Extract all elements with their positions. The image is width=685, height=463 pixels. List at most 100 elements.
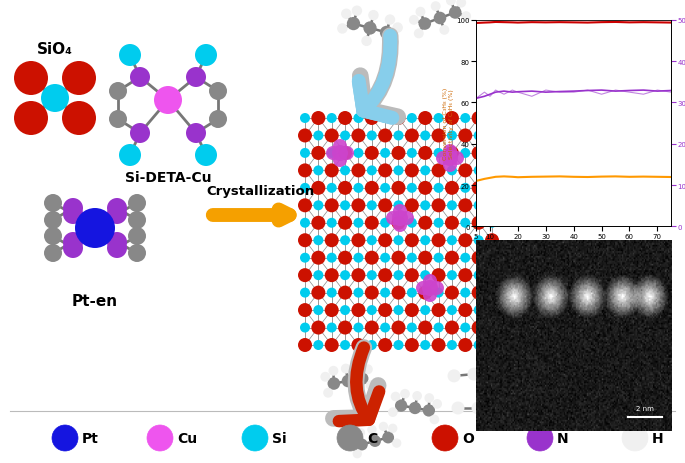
Circle shape	[458, 129, 472, 143]
Circle shape	[419, 18, 431, 31]
Circle shape	[487, 149, 497, 159]
Circle shape	[393, 201, 403, 211]
Circle shape	[487, 218, 497, 228]
Circle shape	[409, 402, 421, 414]
Circle shape	[393, 236, 403, 246]
Circle shape	[416, 8, 425, 18]
Circle shape	[458, 338, 472, 352]
Circle shape	[473, 201, 484, 211]
Circle shape	[393, 23, 403, 34]
Circle shape	[107, 205, 127, 225]
Circle shape	[460, 149, 471, 159]
Circle shape	[460, 288, 471, 298]
Circle shape	[445, 112, 459, 126]
Circle shape	[412, 391, 422, 401]
Circle shape	[434, 183, 444, 194]
Circle shape	[356, 428, 365, 438]
Circle shape	[327, 323, 337, 333]
Circle shape	[332, 146, 348, 162]
Circle shape	[434, 253, 444, 263]
Circle shape	[366, 306, 377, 315]
Circle shape	[434, 114, 444, 124]
Circle shape	[338, 321, 352, 335]
Circle shape	[333, 140, 347, 154]
Circle shape	[363, 364, 373, 375]
Circle shape	[472, 112, 486, 126]
Circle shape	[451, 401, 464, 414]
Circle shape	[351, 6, 362, 17]
Circle shape	[487, 114, 497, 124]
Circle shape	[432, 234, 445, 248]
Circle shape	[353, 323, 364, 333]
Circle shape	[458, 199, 472, 213]
Circle shape	[63, 232, 83, 252]
Circle shape	[313, 201, 323, 211]
Circle shape	[119, 45, 141, 67]
Circle shape	[407, 323, 417, 333]
Circle shape	[367, 425, 377, 434]
Circle shape	[378, 234, 392, 248]
Circle shape	[351, 269, 365, 282]
Circle shape	[351, 199, 365, 213]
Circle shape	[393, 270, 403, 281]
Circle shape	[442, 150, 458, 167]
Circle shape	[407, 218, 417, 228]
Circle shape	[420, 236, 430, 246]
Circle shape	[405, 338, 419, 352]
Circle shape	[340, 306, 350, 315]
Circle shape	[327, 114, 337, 124]
Circle shape	[445, 216, 459, 230]
Circle shape	[380, 253, 390, 263]
Circle shape	[312, 216, 325, 230]
Circle shape	[75, 208, 115, 249]
Circle shape	[340, 131, 350, 141]
Circle shape	[312, 181, 325, 195]
Circle shape	[447, 369, 460, 382]
Circle shape	[378, 269, 392, 282]
Circle shape	[414, 29, 424, 39]
Circle shape	[107, 232, 127, 252]
Circle shape	[338, 147, 352, 161]
Circle shape	[458, 234, 472, 248]
Circle shape	[365, 181, 379, 195]
Circle shape	[313, 166, 323, 176]
Circle shape	[378, 199, 392, 213]
Circle shape	[365, 112, 379, 126]
Circle shape	[327, 288, 337, 298]
Circle shape	[390, 392, 401, 401]
Circle shape	[472, 251, 486, 265]
Circle shape	[365, 321, 379, 335]
Circle shape	[485, 269, 499, 282]
Circle shape	[363, 22, 377, 36]
Circle shape	[487, 323, 497, 333]
Circle shape	[14, 62, 48, 96]
Circle shape	[447, 306, 457, 315]
Circle shape	[460, 218, 471, 228]
Circle shape	[128, 244, 146, 263]
Circle shape	[321, 372, 330, 382]
Circle shape	[63, 238, 83, 258]
Text: 2 nm: 2 nm	[636, 406, 654, 412]
Circle shape	[445, 181, 459, 195]
Circle shape	[340, 147, 354, 161]
Circle shape	[325, 234, 338, 248]
Circle shape	[445, 251, 459, 265]
Circle shape	[447, 340, 457, 350]
Circle shape	[340, 166, 350, 176]
Circle shape	[130, 124, 150, 144]
Circle shape	[300, 114, 310, 124]
Circle shape	[443, 144, 457, 159]
Circle shape	[325, 199, 338, 213]
Circle shape	[393, 205, 407, 219]
X-axis label: Time (h): Time (h)	[558, 240, 590, 250]
Circle shape	[380, 114, 390, 124]
Circle shape	[325, 269, 338, 282]
Circle shape	[449, 7, 462, 20]
Circle shape	[380, 323, 390, 333]
Circle shape	[407, 114, 417, 124]
Circle shape	[365, 286, 379, 300]
Circle shape	[327, 149, 337, 159]
Circle shape	[419, 251, 432, 265]
Circle shape	[388, 424, 397, 433]
Circle shape	[209, 111, 227, 129]
